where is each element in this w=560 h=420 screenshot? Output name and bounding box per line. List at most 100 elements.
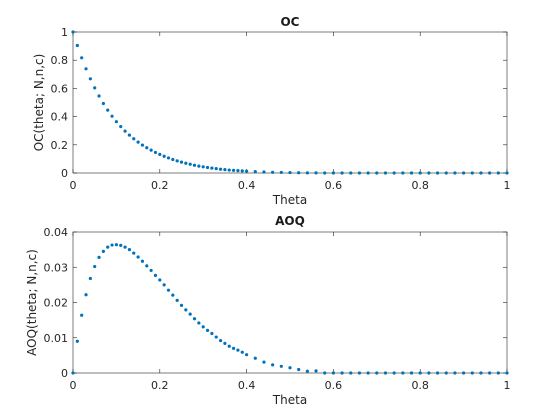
oc-data-point (149, 148, 153, 152)
oc-data-point (84, 67, 88, 71)
oc-data-point (479, 171, 483, 175)
oc-x-tick-label: 0.6 (325, 179, 343, 192)
aoq-data-point (140, 259, 145, 263)
aoq-data-point (132, 251, 136, 255)
oc-data-point (175, 159, 179, 163)
aoq-data-point (462, 371, 466, 375)
aoq-y-tick-label: 0.02 (44, 297, 69, 310)
aoq-data-point (488, 371, 492, 375)
aoq-data-point (401, 371, 405, 375)
aoq-data-point (171, 293, 175, 297)
aoq-data-point (297, 367, 301, 372)
oc-data-point (305, 171, 309, 175)
aoq-data-point (119, 243, 123, 247)
oc-data-point (119, 125, 123, 129)
oc-y-tick-label: 1 (61, 26, 68, 39)
oc-data-point (192, 163, 197, 167)
oc-x-tick-label: 0.8 (411, 179, 429, 192)
aoq-data-point (392, 371, 396, 375)
oc-data-point (153, 150, 158, 155)
oc-data-point (375, 171, 379, 175)
aoq-data-point (101, 249, 105, 253)
aoq-y-ticks: 0 0.01 0.02 0.03 0.04 (44, 226, 507, 380)
aoq-data-point (188, 312, 192, 316)
oc-data-point (136, 140, 140, 144)
aoq-x-tick-label: 0.4 (238, 379, 256, 392)
aoq-data-point (114, 243, 118, 247)
aoq-data-point (123, 245, 127, 249)
aoq-data-point (323, 371, 327, 375)
aoq-data-point (166, 288, 171, 292)
aoq-data-point (149, 268, 153, 273)
oc-data-point (488, 171, 492, 175)
oc-data-point (231, 168, 236, 172)
oc-data-point (462, 171, 466, 175)
oc-y-tick-label: 0.8 (51, 54, 69, 67)
aoq-data-point (88, 276, 92, 281)
oc-data-point (75, 43, 79, 48)
aoq-data-point (340, 371, 344, 375)
oc-series (71, 30, 509, 175)
oc-title: OC (280, 15, 299, 29)
oc-x-ticks: 0 0.2 0.4 0.6 0.8 1 (70, 32, 511, 192)
aoq-data-point (383, 371, 388, 375)
oc-data-point (171, 157, 175, 162)
oc-x-tick-label: 0.4 (238, 179, 256, 192)
oc-data-point (444, 171, 448, 175)
aoq-data-point (479, 371, 483, 375)
aoq-data-point (435, 371, 440, 375)
oc-data-point (288, 170, 292, 175)
oc-data-point (227, 168, 231, 172)
aoq-y-label: AOQ(theta; N,n,c) (25, 249, 39, 356)
aoq-data-point (349, 371, 353, 375)
aoq-x-label: Theta (272, 393, 307, 407)
aoq-data-point (236, 348, 240, 352)
aoq-data-point (331, 371, 335, 375)
aoq-data-point (427, 371, 431, 375)
oc-data-point (409, 171, 414, 175)
aoq-data-point (357, 371, 362, 375)
aoq-data-point (136, 255, 140, 259)
oc-data-point (279, 170, 283, 175)
aoq-data-point (409, 371, 414, 375)
oc-data-point (323, 171, 327, 175)
aoq-y-tick-label: 0 (61, 367, 68, 380)
aoq-data-point (375, 371, 379, 375)
oc-data-point (271, 170, 275, 174)
oc-data-point (188, 162, 192, 166)
oc-data-point (357, 171, 362, 175)
oc-data-point (127, 133, 132, 137)
oc-data-point (166, 156, 171, 160)
aoq-y-tick-label: 0.04 (44, 226, 69, 239)
oc-data-point (245, 169, 249, 173)
aoq-x-tick-label: 0 (70, 379, 77, 392)
oc-data-point (340, 171, 344, 175)
oc-data-point (253, 169, 257, 174)
oc-data-point (418, 171, 422, 175)
aoq-data-point (505, 371, 509, 375)
oc-data-point (366, 171, 370, 175)
aoq-data-point (314, 369, 318, 373)
aoq-data-point (271, 363, 275, 367)
aoq-data-point (444, 371, 448, 375)
oc-y-ticks: 0 0.2 0.4 0.6 0.8 1 (51, 26, 507, 180)
oc-data-point (262, 170, 266, 174)
aoq-data-point (288, 366, 292, 370)
oc-data-point (392, 171, 396, 175)
aoq-data-point (175, 298, 179, 302)
aoq-x-ticks: 0 0.2 0.4 0.6 0.8 1 (70, 232, 511, 392)
oc-y-tick-label: 0.2 (51, 139, 69, 152)
aoq-data-point (227, 344, 231, 348)
aoq-title: AOQ (275, 214, 305, 228)
oc-data-point (114, 120, 118, 124)
oc-x-label: Theta (272, 193, 307, 207)
oc-data-point (435, 171, 440, 175)
oc-data-point (383, 171, 388, 175)
oc-data-point (123, 129, 127, 133)
oc-axes-box (72, 31, 508, 174)
aoq-data-point (145, 264, 149, 268)
aoq-data-point (240, 350, 244, 354)
aoq-plot: AOQ 0 0.2 0.4 0.6 0.8 1 0 0.01 0.02 0.03 0.04 The… (25, 214, 511, 407)
aoq-data-point (201, 325, 205, 329)
